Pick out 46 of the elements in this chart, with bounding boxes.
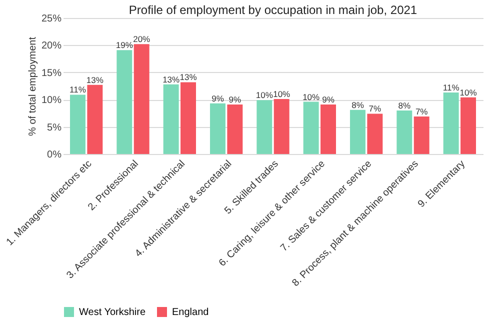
data-label: 7% bbox=[368, 104, 382, 114]
bar bbox=[180, 82, 196, 154]
bar bbox=[320, 104, 336, 154]
bar bbox=[70, 94, 86, 154]
data-label: 11% bbox=[442, 82, 460, 93]
bar bbox=[460, 97, 476, 154]
bar bbox=[163, 84, 179, 154]
bar bbox=[256, 100, 272, 154]
y-tick-label: 15% bbox=[41, 68, 62, 79]
bar bbox=[367, 114, 383, 154]
bar bbox=[396, 110, 412, 154]
y-tick-label: 10% bbox=[41, 95, 62, 106]
data-label: 9% bbox=[212, 93, 224, 104]
y-tick-label: 5% bbox=[47, 122, 62, 134]
data-label: 10% bbox=[460, 87, 478, 98]
data-label: 8% bbox=[398, 100, 411, 110]
legend-label: England bbox=[172, 307, 209, 318]
y-axis-title: % of total employment bbox=[27, 36, 38, 136]
bar bbox=[350, 110, 366, 154]
data-label: 10% bbox=[273, 89, 291, 100]
data-label: 13% bbox=[180, 72, 198, 82]
data-label: 11% bbox=[70, 84, 86, 95]
bar bbox=[134, 44, 150, 154]
y-tick-label: 20% bbox=[41, 40, 62, 52]
data-label: 20% bbox=[133, 34, 151, 44]
bar bbox=[443, 92, 459, 154]
chart-title: Profile of employment by occupation in main job, 2021 bbox=[128, 3, 418, 17]
data-label: 10% bbox=[302, 92, 320, 102]
data-label: 9% bbox=[228, 94, 242, 104]
legend-label: West Yorkshire bbox=[79, 307, 146, 318]
data-label: 13% bbox=[86, 74, 104, 85]
y-tick-label: 25% bbox=[41, 14, 62, 24]
bar bbox=[87, 84, 103, 154]
bar bbox=[274, 99, 290, 154]
data-label: 13% bbox=[162, 74, 180, 84]
bar bbox=[414, 116, 430, 154]
bar bbox=[227, 104, 243, 154]
y-tick-label: 0% bbox=[47, 150, 62, 160]
data-label: 10% bbox=[256, 90, 274, 100]
data-label: 7% bbox=[415, 106, 428, 116]
bar bbox=[116, 50, 132, 154]
data-label: 19% bbox=[116, 40, 134, 50]
bar bbox=[303, 102, 319, 154]
bar bbox=[210, 103, 226, 154]
data-label: 8% bbox=[352, 100, 364, 110]
data-label: 9% bbox=[322, 94, 335, 104]
